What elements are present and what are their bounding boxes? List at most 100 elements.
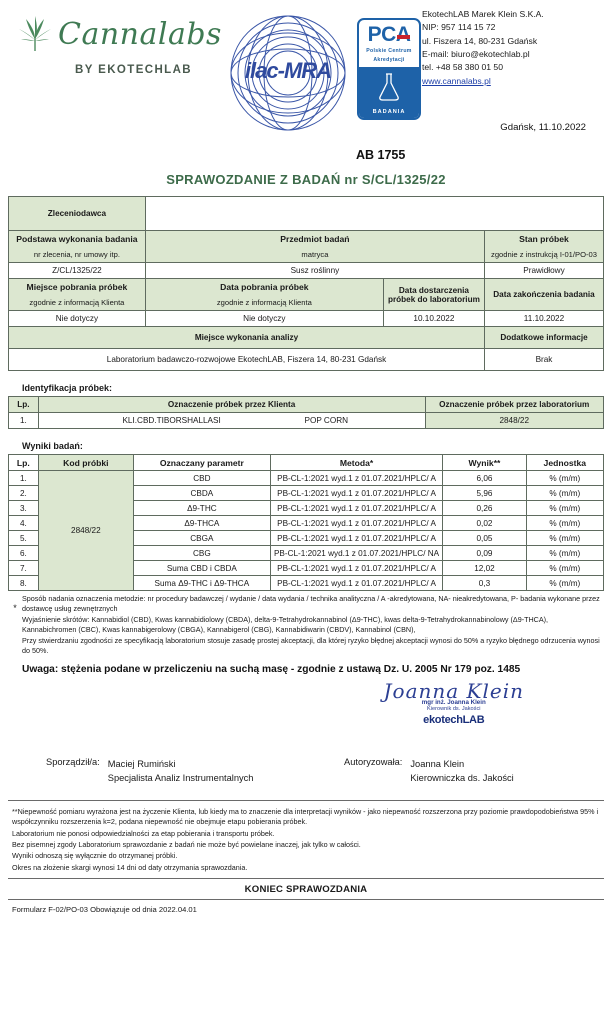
result-method: PB-CL-1:2021 wyd.1 z 01.07.2021/HPLC/ A	[269, 515, 444, 531]
result-lp: 4.	[8, 515, 39, 531]
signature-role: Kierownik ds. Jakości	[427, 705, 481, 712]
pca-letters: PCA	[367, 23, 411, 46]
id-col-lp: Lp.	[8, 396, 39, 413]
result-parameter: CBGA	[132, 530, 271, 546]
flask-icon	[377, 73, 401, 106]
data-pobrania-header: Data pobrania próbek zgodnie z informacj…	[144, 278, 384, 311]
table-row: 2. CBDA PB-CL-1:2021 wyd.1 z 01.07.2021/HP…	[8, 485, 605, 501]
brand-byline: BY EKOTECHLAB	[74, 64, 193, 76]
report-info-table: Zleceniodawca Podstawa wykonania badania…	[8, 196, 605, 371]
cannabis-leaf-icon	[18, 12, 52, 57]
uwaga-notice: Uwaga: stężenia podane w przeliczeniu na…	[22, 663, 521, 675]
result-lp: 5.	[8, 530, 39, 546]
id-col-client: Oznaczenie próbek przez Klienta	[37, 396, 426, 413]
result-parameter: CBDA	[132, 485, 271, 501]
res-col-lp: Lp.	[8, 454, 39, 471]
data-dostarczenia-header: Data dostarczenia próbek do laboratorium	[382, 278, 485, 311]
id-col-lab: Oznaczenie próbek przez laboratorium	[424, 396, 604, 413]
end-of-report-marker: KONIEC SPRAWOZDANIA	[244, 884, 368, 896]
result-lp: 3.	[8, 500, 39, 516]
result-value: 0,09	[442, 545, 527, 561]
result-lp: 1.	[8, 470, 39, 486]
table-row: Nie dotyczy Nie dotyczy 10.10.2022 11.10…	[8, 310, 605, 327]
table-row: Laboratorium badawczo-rozwojowe EkotechL…	[8, 348, 605, 371]
result-value: 0,02	[442, 515, 527, 531]
ilac-mra-text: ilac-MRA	[244, 58, 332, 83]
divider-top	[8, 799, 604, 801]
handwritten-signature: Joanna Klein	[383, 678, 524, 703]
pca-red-accent	[397, 35, 411, 39]
prepared-by-role: Specjalista Analiz Instrumentalnych	[107, 773, 254, 784]
result-parameter: CBD	[132, 470, 271, 486]
company-nip: NIP: 957 114 15 72	[422, 22, 496, 33]
data-zakonczenia-header: Data zakończenia badania	[483, 278, 605, 311]
result-parameter: CBG	[132, 545, 271, 561]
przedmiot-value: Susz roślinny	[144, 262, 485, 279]
method-footnotes: * Sposób nadania oznaczenia metodzie: nr…	[8, 594, 604, 657]
company-name: EkotechLAB Marek Klein S.K.A.	[422, 9, 544, 19]
disclaimer-line-2: Laboratorium nie ponosi odpowiedzialnośc…	[12, 828, 275, 838]
dodatkowe-value: Brak	[483, 348, 605, 371]
disclaimer-block: **Niepewność pomiaru wyrażona jest na ży…	[12, 807, 604, 874]
data-dostarczenia-value: 10.10.2022	[382, 310, 485, 327]
table-header-row: Lp. Oznaczenie próbek przez Klienta Ozna…	[8, 396, 604, 413]
result-sample-code: 2848/22	[37, 470, 134, 591]
company-address: ul. Fiszera 14, 80-231 Gdańsk	[422, 35, 538, 46]
result-lp: 7.	[8, 560, 39, 576]
document-header: Cannalabs BY EKOTECHLAB ilac	[8, 0, 604, 168]
disclaimer-line-5: Okres na złożenie skargi wynosi 14 dni o…	[12, 862, 248, 872]
table-row: 1. KLI.CBD.TIBORSHALLASI POP CORN 2848/2…	[8, 412, 604, 429]
result-method: PB-CL-1:2021 wyd.1 z 01.07.2021/HPLC/ A	[269, 485, 444, 501]
przedmiot-header: Przedmiot badań matryca	[144, 230, 485, 263]
result-lp: 2.	[8, 485, 39, 501]
cannalabs-logo: Cannalabs BY EKOTECHLAB	[8, 0, 223, 76]
result-parameter: Suma CBD i CBDA	[132, 560, 271, 576]
result-unit: % (m/m)	[525, 470, 605, 486]
footnote-line-1: Sposób nadania oznaczenia metodzie: nr p…	[22, 594, 600, 614]
result-unit: % (m/m)	[525, 515, 605, 531]
res-col-unit: Jednostka	[525, 454, 605, 471]
table-row: 1. 2848/22 CBD PB-CL-1:2021 wyd.1 z 01.07.2…	[8, 470, 605, 591]
table-header-row: Lp. Kod próbki Oznaczany parametr Metoda…	[8, 454, 605, 471]
result-method: PB-CL-1:2021 wyd.1 z 01.07.2021/HPLC/ A	[269, 530, 444, 546]
authorized-by-role: Kierowniczka ds. Jakości	[410, 773, 514, 784]
stan-header: Stan próbek zgodnie z instrukcją I-01/PO…	[483, 230, 605, 263]
footnote-asterisk: *	[13, 603, 17, 613]
page-title: SPRAWOZDANIE Z BADAŃ nr S/CL/1325/22	[166, 172, 446, 187]
table-row: Z/CL/1325/22 Susz roślinny Prawidłowy	[8, 262, 605, 279]
disclaimer-line-1: **Niepewność pomiaru wyrażona jest na ży…	[12, 806, 599, 827]
miejsce-analizy-value: Laboratorium badawczo-rozwojowe EkotechL…	[8, 348, 485, 371]
zleceniodawca-label: Zleceniodawca	[8, 196, 146, 231]
result-parameter: Suma Δ9-THC i Δ9-THCA	[132, 575, 271, 591]
data-zakonczenia-value: 11.10.2022	[483, 310, 605, 327]
result-value: 0,05	[442, 530, 527, 546]
table-row: 6. CBG PB-CL-1:2021 wyd.1 z 01.07.2021/HPL…	[8, 545, 605, 561]
signers-row: Sporządził/a: Maciej Rumiński Specjalist…	[8, 757, 604, 786]
company-website-link[interactable]: www.cannalabs.pl	[422, 75, 491, 86]
table-row: 5. CBGA PB-CL-1:2021 wyd.1 z 01.07.2021/HP…	[8, 530, 605, 546]
identification-section-label: Identyfikacja próbek:	[22, 383, 113, 393]
result-lp: 8.	[8, 575, 39, 591]
id-row-client: KLI.CBD.TIBORSHALLASI POP CORN	[37, 412, 426, 429]
res-col-parameter: Oznaczany parametr	[132, 454, 271, 471]
table-row: 3. Δ9-THC PB-CL-1:2021 wyd.1 z 01.07.2021/…	[8, 500, 605, 516]
id-row-lp: 1.	[8, 412, 39, 429]
city-and-date: Gdańsk, 11.10.2022	[500, 122, 586, 133]
table-row: Miejsce wykonania analizy Dodatkowe info…	[8, 326, 605, 349]
result-lp: 6.	[8, 545, 39, 561]
company-contact-block: EkotechLAB Marek Klein S.K.A. NIP: 957 1…	[422, 8, 598, 88]
results-section-label: Wyniki badań:	[22, 441, 83, 451]
result-value: 5,96	[442, 485, 527, 501]
table-row: Zleceniodawca	[8, 196, 605, 231]
authorized-by-label: Autoryzowała:	[344, 756, 403, 767]
ilac-circle-icon	[230, 15, 346, 131]
zleceniodawca-value	[144, 196, 605, 231]
identification-table: Lp. Oznaczenie próbek przez Klienta Ozna…	[8, 396, 604, 429]
pca-badania-label: BADANIA	[372, 109, 406, 116]
form-footer: Formularz F-02/PO-03 Obowiązuje od dnia …	[12, 905, 197, 915]
company-email: E-mail: biuro@ekotechlab.pl	[422, 48, 530, 59]
result-unit: % (m/m)	[525, 485, 605, 501]
authorized-by-block: Autoryzowała: Joanna Klein Kierowniczka …	[306, 757, 604, 786]
footnote-line-3: Przy stwierdzaniu zgodności ze specyfika…	[22, 635, 600, 656]
